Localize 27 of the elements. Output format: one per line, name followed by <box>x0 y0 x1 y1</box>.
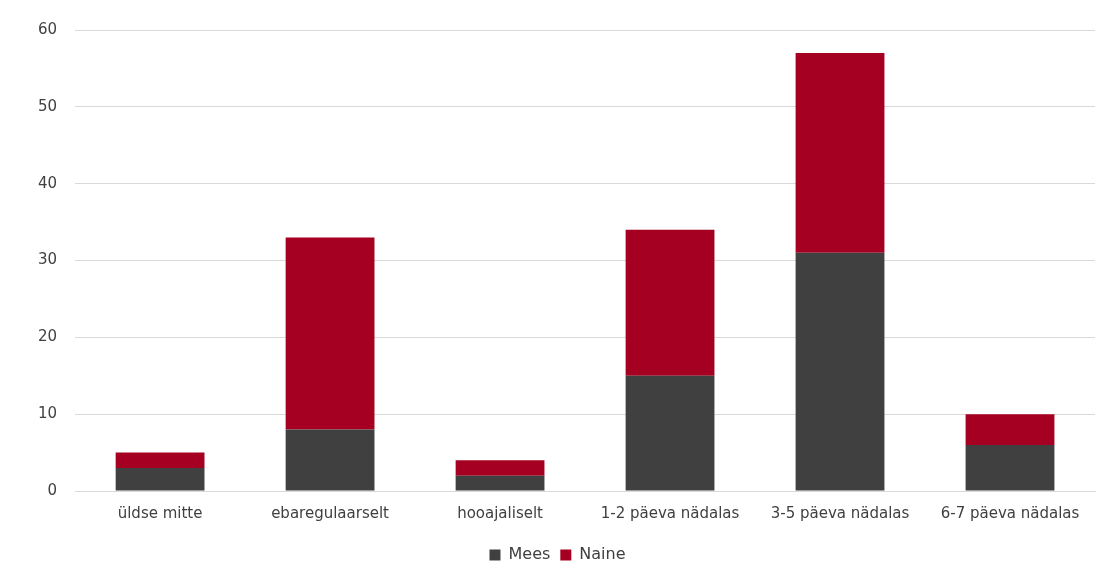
y-tick-label: 0 <box>47 480 58 499</box>
x-tick-label: 6-7 päeva nädalas <box>940 503 1080 522</box>
x-tick-label: ebaregulaarselt <box>271 503 390 522</box>
x-tick-label: 3-5 päeva nädalas <box>770 503 910 522</box>
bar <box>455 460 545 476</box>
bar <box>285 429 375 491</box>
legend-label: Naine <box>579 544 626 564</box>
x-tick-label: hooajaliselt <box>457 503 544 522</box>
x-tick-label: üldse mitte <box>117 503 203 522</box>
bar <box>965 444 1055 491</box>
y-tick-label: 60 <box>37 19 58 38</box>
bar <box>115 467 205 491</box>
bar <box>455 475 545 491</box>
y-tick-label: 20 <box>37 327 58 346</box>
bar <box>795 53 885 253</box>
bar <box>285 237 375 430</box>
y-tick-label: 50 <box>37 96 58 115</box>
bar <box>115 452 205 468</box>
y-tick-label: 30 <box>37 250 58 269</box>
bar <box>625 375 715 491</box>
legend-label: Mees <box>508 544 551 564</box>
y-tick-label: 40 <box>37 173 58 192</box>
bar <box>965 414 1055 445</box>
bar <box>795 252 885 491</box>
bar <box>625 229 715 376</box>
x-tick-label: 1-2 päeva nädalas <box>600 503 740 522</box>
y-tick-label: 10 <box>37 404 58 423</box>
